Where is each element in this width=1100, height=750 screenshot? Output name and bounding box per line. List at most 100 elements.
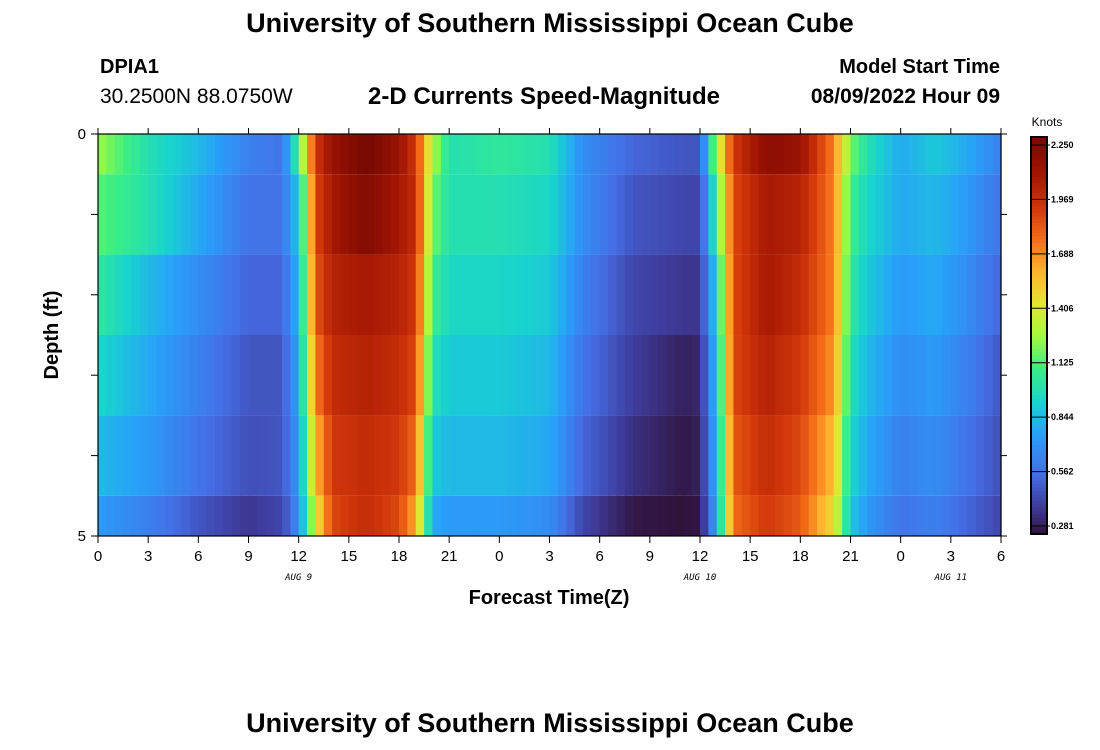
colorbar-segment	[1031, 295, 1047, 300]
heatmap-cell	[557, 174, 567, 255]
heatmap-cell	[198, 134, 208, 175]
heatmap-cell	[173, 415, 183, 496]
heatmap-cell	[231, 174, 241, 255]
heatmap-cell	[934, 254, 944, 335]
heatmap-cell	[415, 495, 425, 536]
heatmap-cell	[507, 254, 517, 335]
colorbar-segment	[1031, 434, 1047, 439]
heatmap-cell	[725, 415, 735, 496]
heatmap-cell	[741, 134, 751, 175]
heatmap-cell	[992, 415, 1002, 496]
colorbar-segment	[1031, 368, 1047, 373]
colorbar-segment	[1031, 474, 1047, 479]
heatmap-cell	[340, 174, 350, 255]
heatmap-cell	[766, 254, 776, 335]
heatmap-cell	[265, 415, 275, 496]
heatmap-cell	[240, 495, 250, 536]
heatmap-cell	[808, 415, 818, 496]
heatmap-cell	[875, 495, 885, 536]
heatmap-cell	[892, 415, 902, 496]
colorbar-segment	[1031, 332, 1047, 336]
heatmap-cell	[131, 174, 141, 255]
heatmap-cell	[967, 254, 977, 335]
heatmap-cell	[934, 335, 944, 416]
heatmap-cell	[942, 254, 952, 335]
heatmap-cell	[499, 335, 509, 416]
heatmap-cell	[825, 495, 835, 536]
x-tick-label: 0	[896, 548, 904, 565]
heatmap-cell	[424, 415, 434, 496]
chart-title-bottom: University of Southern Mississippi Ocean…	[246, 708, 854, 738]
heatmap-cell	[934, 415, 944, 496]
heatmap-cell	[415, 174, 425, 255]
heatmap-cell	[323, 415, 333, 496]
colorbar-segment	[1031, 229, 1047, 234]
heatmap-cell	[123, 174, 133, 255]
heatmap-cell	[817, 415, 827, 496]
heatmap-cell	[332, 415, 342, 496]
x-tick-label: 15	[340, 548, 357, 565]
heatmap-cell	[900, 495, 910, 536]
heatmap-cell	[599, 335, 609, 416]
heatmap-cell	[925, 174, 935, 255]
heatmap-cell	[691, 415, 701, 496]
colorbar-segment	[1031, 272, 1047, 277]
colorbar-segment	[1031, 309, 1047, 313]
heatmap-cell	[875, 415, 885, 496]
heatmap-cell	[457, 174, 467, 255]
heatmap-cell	[189, 254, 199, 335]
heatmap-cell	[867, 495, 877, 536]
heatmap-cell	[164, 174, 174, 255]
heatmap-cell	[867, 134, 877, 175]
heatmap-cell	[223, 254, 233, 335]
heatmap-cell	[867, 335, 877, 416]
heatmap-cell	[114, 134, 124, 175]
colorbar-segment	[1031, 484, 1047, 489]
heatmap-cell	[131, 495, 141, 536]
heatmap-cell	[315, 254, 325, 335]
heatmap-cell	[934, 174, 944, 255]
heatmap-cell	[457, 254, 467, 335]
heatmap-cell	[541, 134, 551, 175]
heatmap-cell	[382, 254, 392, 335]
colorbar-segment	[1031, 418, 1047, 423]
heatmap-cell	[516, 495, 526, 536]
colorbar-segment	[1031, 166, 1047, 171]
heatmap-cell	[608, 134, 617, 175]
heatmap-cell	[315, 134, 325, 175]
colorbar-segment	[1031, 471, 1047, 475]
heatmap-cell	[574, 134, 584, 175]
x-tick-label: 3	[144, 548, 152, 565]
x-tick-label: 9	[244, 548, 252, 565]
heatmap-cell	[817, 254, 827, 335]
heatmap-cell	[775, 134, 785, 175]
heatmap-cell	[633, 495, 643, 536]
colorbar-segment	[1031, 213, 1047, 217]
heatmap-cell	[373, 335, 383, 416]
heatmap-cell	[399, 415, 408, 496]
heatmap-cell	[766, 495, 776, 536]
heatmap-cell	[348, 174, 358, 255]
colorbar-segment	[1031, 266, 1047, 270]
heatmap-cell	[164, 415, 174, 496]
colorbar-segment	[1031, 477, 1047, 482]
heatmap-cell	[741, 495, 751, 536]
heatmap-cell	[959, 335, 969, 416]
heatmap-cell	[800, 335, 810, 416]
heatmap-cell	[858, 134, 868, 175]
heatmap-cell	[633, 335, 643, 416]
heatmap-cell	[917, 134, 927, 175]
colorbar-segment	[1031, 289, 1047, 293]
heatmap-cell	[942, 415, 952, 496]
heatmap-cell	[240, 254, 250, 335]
heatmap-cell	[474, 495, 484, 536]
heatmap-cell	[231, 134, 241, 175]
heatmap-cell	[658, 415, 668, 496]
heatmap-cell	[909, 335, 918, 416]
heatmap-cell	[524, 335, 534, 416]
heatmap-cell	[758, 174, 768, 255]
heatmap-cell	[507, 495, 517, 536]
colorbar-segment	[1031, 352, 1047, 356]
heatmap-cell	[992, 254, 1002, 335]
heatmap-cell	[164, 335, 174, 416]
